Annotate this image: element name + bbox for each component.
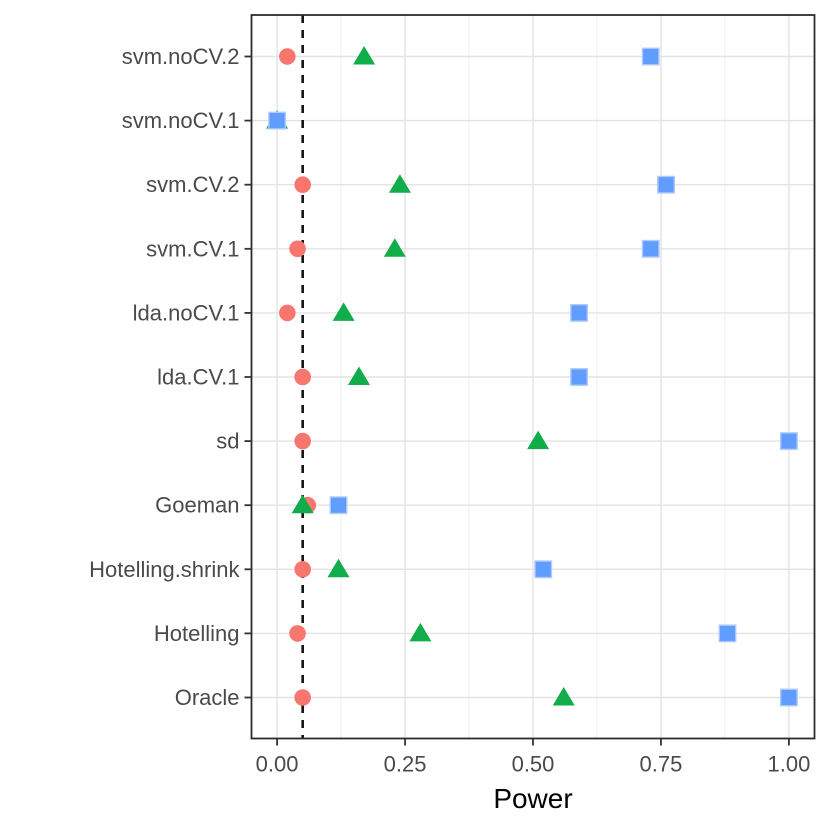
x-axis-title: Power — [493, 783, 572, 814]
data-point-square — [534, 560, 553, 579]
data-point-circle — [294, 561, 311, 578]
y-tick-label: svm.noCV.2 — [122, 44, 240, 69]
y-tick-label: lda.CV.1 — [157, 365, 239, 390]
x-tick-label: 0.00 — [256, 752, 299, 777]
data-point-triangle — [552, 687, 575, 706]
y-tick-label: lda.noCV.1 — [133, 300, 240, 325]
data-point-circle — [294, 432, 311, 450]
y-tick-label: svm.CV.2 — [146, 172, 239, 197]
data-point-triangle — [409, 622, 432, 642]
data-point-triangle — [353, 46, 376, 65]
y-tick-label: svm.CV.1 — [146, 236, 239, 261]
data-point-circle — [294, 176, 311, 193]
data-point-square — [268, 111, 287, 130]
data-point-triangle — [383, 238, 406, 257]
data-point-square — [718, 624, 737, 643]
data-point-circle — [279, 304, 296, 322]
y-tick-label: Goeman — [155, 493, 239, 518]
data-point-triangle — [388, 174, 411, 193]
y-tick-label: Oracle — [175, 685, 240, 710]
data-point-circle — [289, 240, 306, 258]
data-point-circle — [289, 625, 306, 642]
y-tick-label: sd — [216, 429, 239, 454]
data-point-circle — [279, 48, 296, 65]
data-point-square — [779, 688, 798, 707]
data-point-square — [329, 496, 348, 515]
y-tick-label: svm.noCV.1 — [122, 108, 240, 133]
data-point-triangle — [527, 430, 550, 450]
data-point-circle — [294, 368, 311, 386]
data-point-triangle — [347, 366, 370, 385]
data-point-square — [641, 47, 660, 66]
chart-root: 0.00 0.25 0.50 0.75 1.00 svm.noCV.2 svm.noCV.1… — [89, 14, 816, 777]
data-point-square — [641, 239, 660, 258]
x-tick-label: 0.75 — [640, 752, 683, 777]
x-tick-label: 0.25 — [384, 752, 427, 777]
x-tick-label: 1.00 — [767, 752, 810, 777]
y-tick-label: Hotelling — [154, 621, 240, 646]
data-point-triangle — [327, 558, 350, 578]
data-point-square — [779, 432, 798, 451]
x-tick-label: 0.50 — [512, 752, 555, 777]
data-point-triangle — [291, 494, 314, 514]
data-point-circle — [294, 689, 311, 706]
data-point-square — [570, 303, 589, 322]
data-point-triangle — [332, 302, 355, 321]
data-point-square — [657, 175, 676, 194]
y-tick-label: Hotelling.shrink — [89, 557, 240, 582]
data-point-square — [570, 368, 589, 386]
